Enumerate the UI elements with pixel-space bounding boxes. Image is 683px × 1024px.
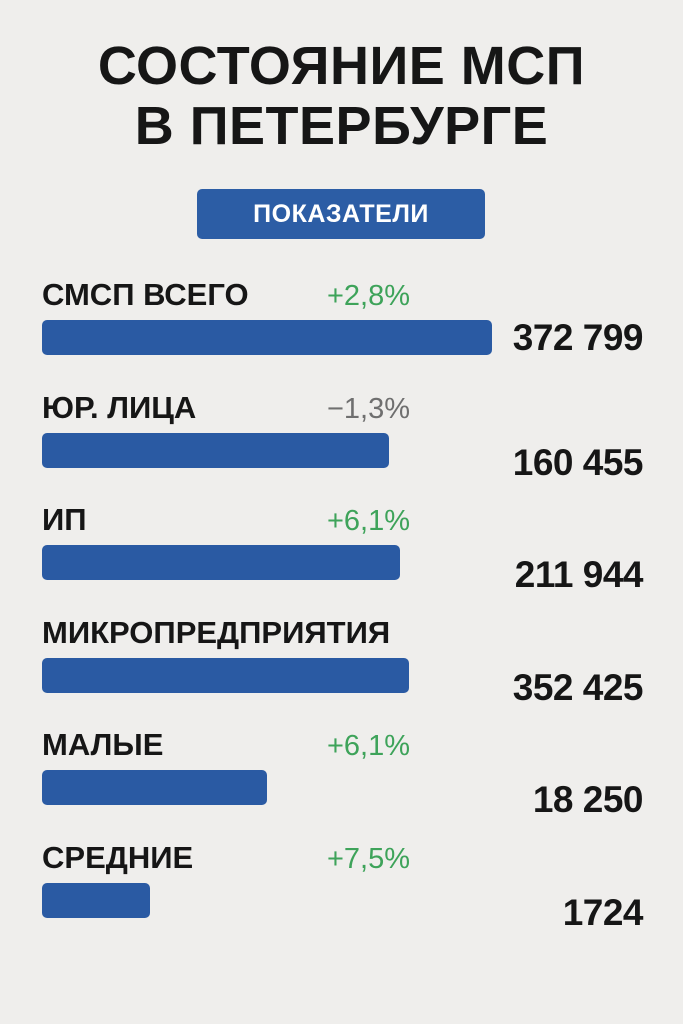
row-value: 372 799 [512,317,644,358]
row-change: +7,5% [326,842,410,875]
section-badge: ПОКАЗАТЕЛИ [197,189,485,239]
row-value: 1724 [562,891,644,933]
row-change: +2,8% [326,280,410,312]
row-bar [42,320,492,355]
row-change: −1,3% [326,392,410,425]
title-line-1: СОСТОЯНИЕ МСП [97,36,586,96]
row-bar [42,770,267,805]
row-label: ИП [42,502,87,537]
row-label: МИКРОПРЕДПРИЯТИЯ [42,614,391,650]
row-bar [42,882,150,918]
row-bar [42,432,389,468]
row-change: +6,1% [326,505,410,537]
row-value: 352 425 [512,666,644,708]
row-bar [42,657,409,693]
row-bar [42,545,400,580]
row-label: СМСП ВСЕГО [42,277,249,312]
row-change: +6,1% [326,730,410,762]
row-label: СРЕДНИЕ [42,839,194,875]
row-value: 160 455 [512,441,644,483]
row-value: 211 944 [514,554,644,595]
page-title: СОСТОЯНИЕ МСП В ПЕТЕРБУРГЕ [0,36,683,156]
row-label: ЮР. ЛИЦА [42,389,197,425]
title-line-2: В ПЕТЕРБУРГЕ [134,96,549,156]
row-label: МАЛЫЕ [42,727,164,762]
row-value: 18 250 [532,779,644,820]
